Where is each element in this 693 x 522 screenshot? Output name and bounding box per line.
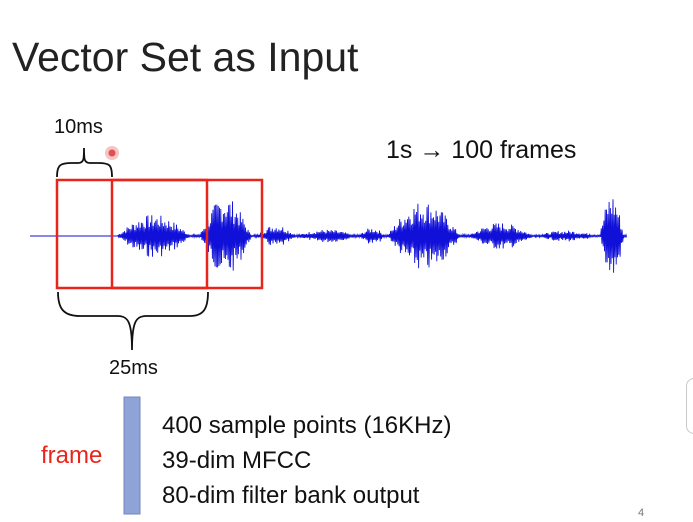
feature-vector-bar — [123, 396, 141, 515]
frame-box-2 — [110, 178, 264, 290]
speech-waveform — [30, 199, 628, 273]
feature-line-1: 400 sample points (16KHz) — [162, 412, 452, 439]
window-brace — [57, 291, 209, 351]
waveform-trace — [30, 199, 628, 273]
frame-rate-label: 1s → 100 frames — [386, 136, 577, 164]
hop-brace — [56, 147, 113, 178]
hop-label: 10ms — [54, 116, 103, 138]
frame-label: frame — [41, 442, 103, 469]
laser-pointer-icon — [105, 146, 119, 160]
window-label: 25ms — [109, 357, 158, 379]
page-number: 4 — [638, 507, 645, 519]
slide-title: Vector Set as Input — [12, 34, 359, 80]
feature-line-2: 39-dim MFCC — [162, 447, 312, 474]
feature-line-3: 80-dim filter bank output — [162, 482, 420, 509]
side-panel-handle[interactable] — [686, 378, 693, 434]
